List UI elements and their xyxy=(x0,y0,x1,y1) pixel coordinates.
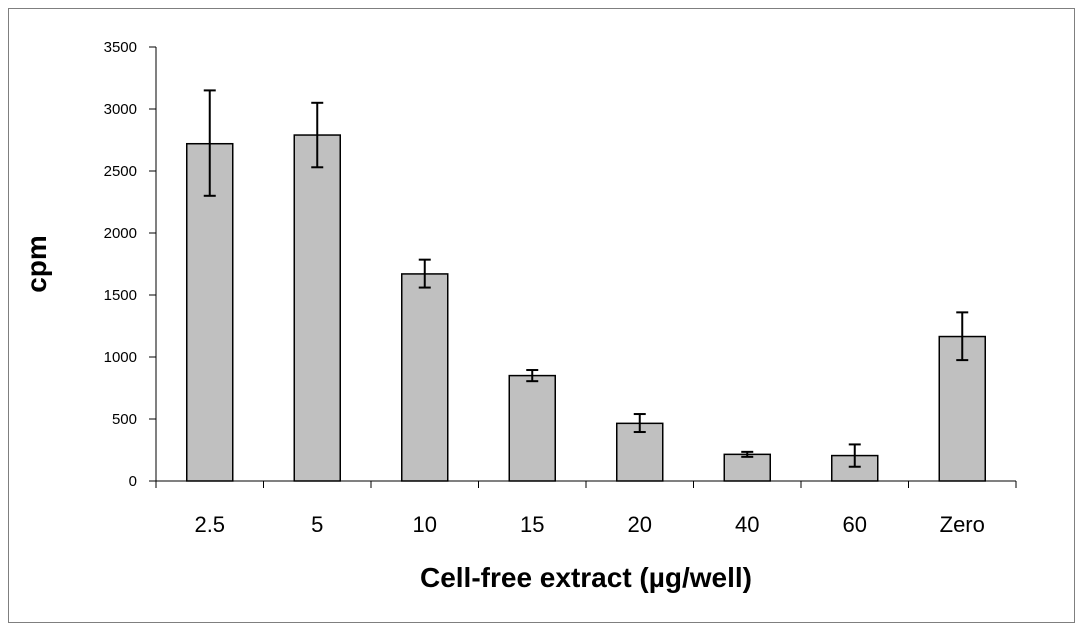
x-tick-label: 2.5 xyxy=(194,512,225,537)
y-tick-label: 3000 xyxy=(104,101,137,118)
bar xyxy=(293,134,341,482)
x-tick-label: 40 xyxy=(735,512,759,537)
y-tick-label: 2000 xyxy=(104,225,137,242)
y-tick-label: 0 xyxy=(129,473,137,490)
y-tick-label: 3500 xyxy=(104,39,137,56)
y-axis-ticks: 0 500 1000 1500 2000 2500 3000 3500 xyxy=(104,39,156,490)
bar xyxy=(723,453,771,482)
chart-frame xyxy=(8,8,1075,623)
y-axis-title: cpm xyxy=(21,235,52,293)
y-tick-label: 2500 xyxy=(104,163,137,180)
bars xyxy=(186,134,986,482)
bar xyxy=(508,374,556,482)
x-tick-label: 15 xyxy=(520,512,544,537)
y-tick-label: 500 xyxy=(112,411,137,428)
y-tick-label: 1500 xyxy=(104,287,137,304)
x-tick-label: 60 xyxy=(843,512,867,537)
error-bars xyxy=(203,89,969,468)
x-axis-title: Cell-free extract (µg/well) xyxy=(420,562,752,593)
y-tick-label: 1000 xyxy=(104,349,137,366)
bar xyxy=(401,273,449,482)
x-tick-label: Zero xyxy=(940,512,985,537)
x-axis-ticks: 2.5 5 10 15 20 40 60 Zero xyxy=(155,481,1017,537)
x-tick-label: 5 xyxy=(311,512,323,537)
x-tick-label: 10 xyxy=(413,512,437,537)
bar xyxy=(186,142,234,482)
x-tick-label: 20 xyxy=(628,512,652,537)
